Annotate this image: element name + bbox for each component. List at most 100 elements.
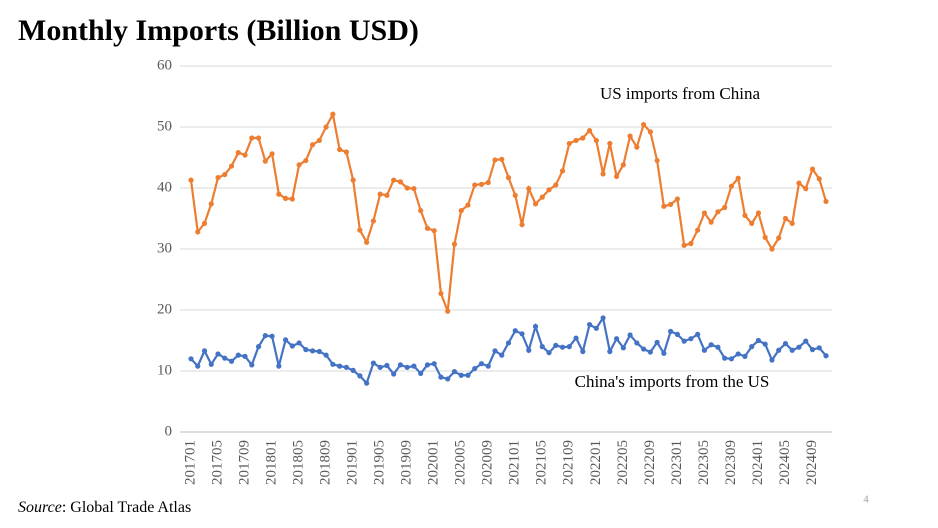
point bbox=[749, 220, 755, 226]
x-tick-label: 201901 bbox=[345, 440, 361, 485]
point bbox=[566, 140, 572, 147]
point bbox=[546, 350, 552, 356]
point bbox=[566, 344, 572, 350]
x-tick-label: 202305 bbox=[696, 440, 712, 485]
point bbox=[282, 195, 289, 201]
point bbox=[377, 364, 383, 370]
point bbox=[688, 336, 694, 342]
x-tick-label: 202409 bbox=[804, 440, 820, 485]
point bbox=[613, 173, 620, 180]
point bbox=[789, 220, 795, 226]
point bbox=[458, 207, 464, 214]
point bbox=[404, 185, 410, 191]
point bbox=[661, 203, 667, 209]
point bbox=[607, 140, 613, 147]
point bbox=[276, 363, 282, 369]
point bbox=[316, 348, 322, 355]
point bbox=[755, 210, 762, 216]
source: Source: Global Trade Atlas bbox=[18, 499, 191, 516]
point bbox=[573, 335, 579, 341]
point bbox=[641, 121, 647, 128]
point bbox=[641, 346, 647, 352]
point bbox=[505, 175, 512, 181]
point bbox=[391, 371, 397, 377]
point bbox=[532, 201, 539, 207]
point bbox=[762, 341, 768, 347]
point bbox=[316, 137, 322, 144]
point bbox=[478, 181, 485, 187]
point bbox=[654, 157, 660, 164]
point bbox=[607, 348, 613, 355]
point bbox=[553, 342, 559, 348]
y-tick-label: 30 bbox=[157, 240, 172, 256]
x-tick-label: 201909 bbox=[399, 440, 415, 485]
series-line bbox=[189, 110, 828, 312]
point bbox=[708, 219, 714, 225]
point bbox=[674, 331, 680, 337]
point bbox=[816, 176, 822, 182]
point bbox=[228, 358, 235, 364]
source-label: Source bbox=[18, 499, 62, 516]
point bbox=[330, 361, 336, 367]
point bbox=[782, 215, 789, 222]
point bbox=[235, 352, 241, 358]
x-tick-label: 202309 bbox=[723, 440, 739, 485]
point bbox=[195, 363, 201, 369]
point bbox=[215, 351, 221, 357]
point bbox=[269, 333, 275, 339]
point bbox=[472, 182, 478, 188]
point bbox=[715, 344, 721, 350]
point bbox=[309, 348, 316, 354]
point bbox=[735, 351, 741, 357]
point bbox=[222, 171, 228, 178]
point bbox=[438, 374, 444, 380]
point bbox=[769, 357, 775, 363]
point bbox=[370, 360, 376, 366]
point bbox=[512, 328, 518, 334]
point bbox=[276, 191, 282, 197]
chart-title: Monthly Imports (Billion USD) bbox=[18, 14, 419, 47]
point bbox=[647, 129, 653, 135]
point bbox=[674, 196, 680, 202]
point bbox=[769, 246, 775, 252]
point bbox=[478, 361, 485, 367]
point bbox=[323, 124, 329, 130]
point bbox=[242, 152, 248, 158]
point bbox=[559, 168, 566, 174]
point bbox=[485, 179, 491, 186]
point bbox=[580, 348, 586, 355]
point bbox=[796, 180, 802, 186]
point bbox=[701, 210, 708, 216]
point bbox=[586, 128, 593, 134]
y-tick-label: 60 bbox=[157, 57, 172, 73]
point bbox=[526, 186, 532, 192]
point bbox=[438, 290, 444, 297]
point bbox=[715, 209, 721, 215]
point bbox=[668, 201, 674, 208]
point bbox=[404, 364, 410, 370]
point bbox=[269, 151, 275, 157]
point bbox=[188, 356, 194, 362]
point bbox=[708, 342, 714, 348]
point bbox=[505, 340, 512, 346]
y-tick-label: 50 bbox=[157, 118, 172, 134]
x-tick-label: 202001 bbox=[426, 440, 442, 485]
point bbox=[384, 192, 390, 198]
x-tick-label: 201801 bbox=[264, 440, 280, 485]
point bbox=[492, 348, 498, 354]
point bbox=[343, 149, 349, 155]
x-tick-label: 202405 bbox=[777, 440, 793, 485]
point bbox=[823, 198, 829, 205]
point bbox=[634, 144, 640, 150]
point bbox=[458, 372, 464, 378]
point bbox=[249, 135, 255, 141]
point bbox=[661, 350, 667, 356]
point bbox=[208, 201, 214, 207]
x-tick-label: 201805 bbox=[291, 440, 307, 485]
point bbox=[526, 347, 532, 353]
point bbox=[397, 362, 404, 368]
point bbox=[600, 171, 606, 177]
y-tick-label: 20 bbox=[157, 301, 172, 317]
point bbox=[370, 218, 376, 224]
